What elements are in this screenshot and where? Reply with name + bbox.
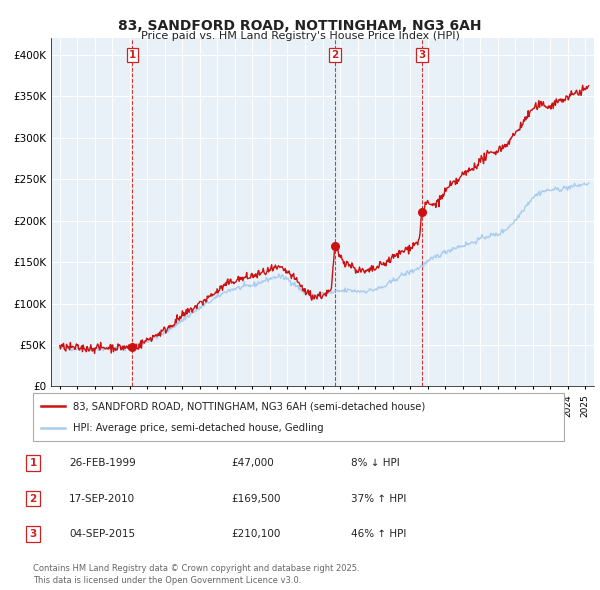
Text: 1: 1 bbox=[29, 458, 37, 468]
Text: £47,000: £47,000 bbox=[231, 458, 274, 468]
Text: Contains HM Land Registry data © Crown copyright and database right 2025.
This d: Contains HM Land Registry data © Crown c… bbox=[33, 565, 359, 585]
Text: 3: 3 bbox=[29, 529, 37, 539]
Text: 26-FEB-1999: 26-FEB-1999 bbox=[69, 458, 136, 468]
Text: 04-SEP-2015: 04-SEP-2015 bbox=[69, 529, 135, 539]
Text: 83, SANDFORD ROAD, NOTTINGHAM, NG3 6AH (semi-detached house): 83, SANDFORD ROAD, NOTTINGHAM, NG3 6AH (… bbox=[73, 401, 425, 411]
Text: 8% ↓ HPI: 8% ↓ HPI bbox=[351, 458, 400, 468]
Text: 83, SANDFORD ROAD, NOTTINGHAM, NG3 6AH: 83, SANDFORD ROAD, NOTTINGHAM, NG3 6AH bbox=[118, 19, 482, 33]
Text: £169,500: £169,500 bbox=[231, 494, 281, 503]
Text: HPI: Average price, semi-detached house, Gedling: HPI: Average price, semi-detached house,… bbox=[73, 423, 323, 433]
Text: £210,100: £210,100 bbox=[231, 529, 280, 539]
Text: 3: 3 bbox=[418, 50, 425, 60]
Text: 2: 2 bbox=[29, 494, 37, 503]
Text: 1: 1 bbox=[129, 50, 136, 60]
Text: Price paid vs. HM Land Registry's House Price Index (HPI): Price paid vs. HM Land Registry's House … bbox=[140, 31, 460, 41]
Text: 17-SEP-2010: 17-SEP-2010 bbox=[69, 494, 135, 503]
Text: 37% ↑ HPI: 37% ↑ HPI bbox=[351, 494, 406, 503]
Text: 46% ↑ HPI: 46% ↑ HPI bbox=[351, 529, 406, 539]
Text: 2: 2 bbox=[331, 50, 338, 60]
